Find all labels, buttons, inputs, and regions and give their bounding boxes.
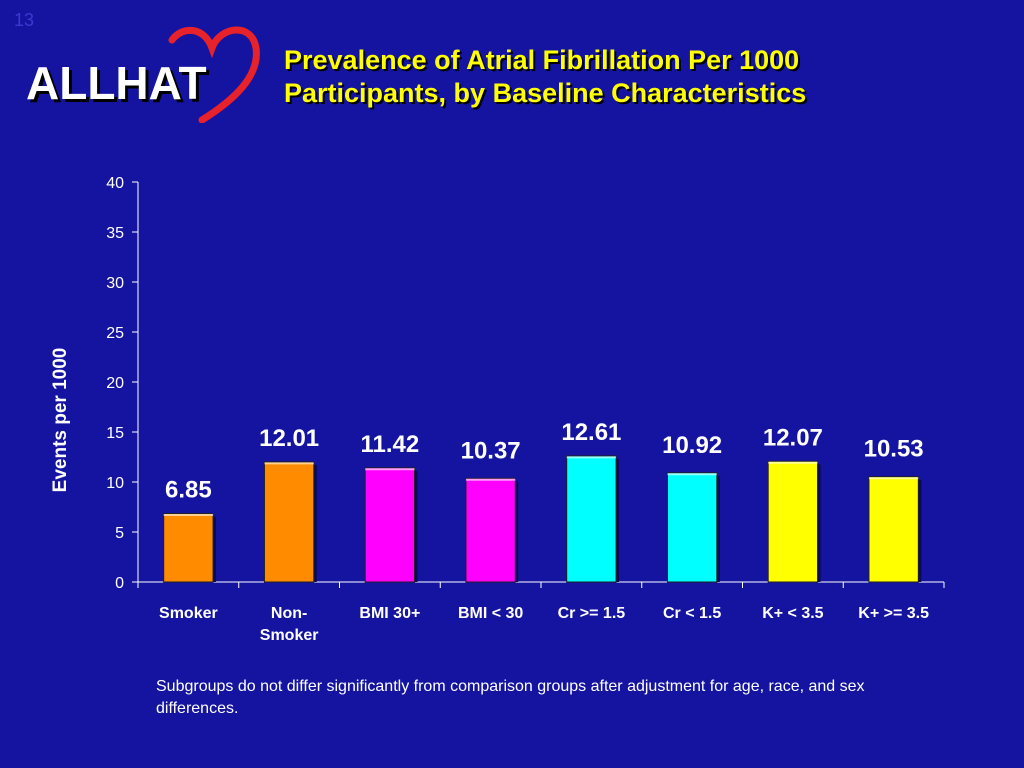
slide-title: Prevalence of Atrial Fibrillation Per 10…: [284, 44, 984, 110]
x-tick-label: K+ < 3.5: [762, 605, 823, 622]
bar: [163, 513, 214, 583]
footnote: Subgroups do not differ significantly fr…: [156, 678, 865, 717]
y-tick-label: 20: [106, 375, 124, 392]
x-tick-label: BMI 30+: [359, 605, 420, 622]
bar: [566, 455, 617, 583]
y-tick-label: 25: [106, 325, 124, 342]
y-tick-label: 0: [115, 575, 124, 592]
x-tick-label: BMI < 30: [458, 605, 523, 622]
y-tick-label: 10: [106, 475, 124, 492]
logo-text: ALLHAT: [26, 57, 207, 109]
allhat-logo: ALLHAT: [22, 18, 262, 128]
data-label: 12.01: [259, 425, 319, 452]
title-line-2: Participants, by Baseline Characteristic…: [284, 78, 807, 108]
bar-chart: 0 5 10 15 20 25 30 35 40 Events per 1000 6.85 Smoke…: [50, 175, 945, 644]
y-tick-label: 35: [106, 225, 124, 242]
y-axis-label: Events per 1000: [50, 348, 71, 493]
y-tick-label: 5: [115, 525, 124, 542]
x-tick-label: Smoker: [159, 605, 218, 622]
data-label: 11.42: [361, 431, 420, 458]
data-label: 12.61: [561, 419, 621, 446]
bar: [465, 477, 516, 583]
data-label: 10.92: [662, 432, 722, 459]
bar: [263, 461, 315, 583]
data-label: 12.07: [763, 424, 823, 451]
bar: [767, 460, 819, 583]
x-tick-label: Smoker: [260, 627, 319, 644]
heart-icon: [168, 26, 260, 123]
title-line-1: Prevalence of Atrial Fibrillation Per 10…: [284, 45, 800, 75]
y-tick-label: 40: [106, 175, 124, 192]
bar: [364, 467, 416, 583]
slide-number: 13: [14, 10, 35, 30]
y-tick-label: 30: [106, 275, 124, 292]
bar: [868, 476, 919, 583]
data-label: 10.53: [864, 436, 924, 463]
data-label: 6.85: [165, 477, 212, 504]
data-label: 10.37: [461, 437, 521, 464]
x-tick-label: K+ >= 3.5: [858, 605, 929, 622]
x-tick-label: Cr < 1.5: [663, 605, 721, 622]
x-tick-label: Non-: [271, 605, 307, 622]
x-tick-label: Cr >= 1.5: [558, 605, 626, 622]
bar: [666, 472, 718, 583]
y-tick-label: 15: [106, 425, 124, 442]
